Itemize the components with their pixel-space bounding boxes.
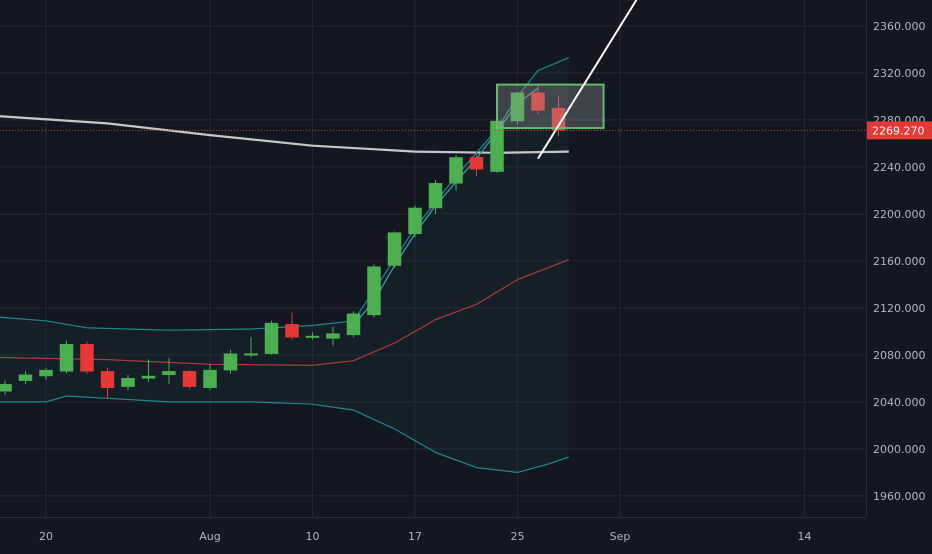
candle[interactable] (141, 359, 156, 382)
time-tick-label: 20 (39, 530, 53, 543)
price-tick-label: 2120.000 (873, 302, 926, 315)
candle[interactable] (39, 367, 53, 380)
candle-body[interactable] (367, 266, 381, 316)
time-tick-label: 25 (511, 530, 525, 543)
drawings-layer[interactable] (0, 0, 866, 160)
candle-body[interactable] (264, 322, 279, 354)
candle-body[interactable] (346, 313, 361, 336)
candle[interactable] (305, 332, 320, 340)
candle-body[interactable] (244, 353, 258, 356)
candle[interactable] (182, 370, 197, 389)
price-tick-label: 2080.000 (873, 349, 926, 362)
candle[interactable] (326, 326, 340, 346)
candle-body[interactable] (469, 157, 484, 170)
price-tick-label: 2040.000 (873, 396, 926, 409)
candle-body[interactable] (223, 353, 238, 371)
candle-body[interactable] (121, 378, 135, 387)
time-tick-label: 17 (408, 530, 422, 543)
time-tick-label: 10 (306, 530, 320, 543)
candle[interactable] (223, 350, 238, 374)
price-tick-label: 2000.000 (873, 443, 926, 456)
candle[interactable] (469, 153, 484, 177)
range-box-drawing[interactable] (496, 83, 605, 130)
candle[interactable] (244, 337, 258, 358)
candle[interactable] (121, 374, 135, 391)
candle[interactable] (80, 341, 94, 374)
candle[interactable] (510, 91, 525, 125)
candle-body[interactable] (326, 333, 340, 339)
candle[interactable] (203, 364, 217, 391)
candle-body[interactable] (408, 207, 422, 235)
candle-body[interactable] (0, 383, 12, 392)
time-axis[interactable] (0, 517, 866, 550)
candle-body[interactable] (387, 232, 402, 266)
price-axis[interactable] (866, 0, 932, 550)
price-tick-label: 2160.000 (873, 255, 926, 268)
lower-band-line (0, 395, 569, 473)
candle-body[interactable] (182, 371, 197, 387)
candle-body[interactable] (203, 369, 217, 388)
candle[interactable] (264, 320, 279, 355)
candle-body[interactable] (162, 371, 176, 376)
candle-body[interactable] (449, 157, 463, 184)
candle-body[interactable] (141, 375, 156, 379)
candle-body[interactable] (305, 335, 320, 338)
candle-body[interactable] (18, 374, 33, 381)
price-tick-label: 2320.000 (873, 67, 926, 80)
candle[interactable] (367, 264, 381, 318)
short-moving-average-line (353, 87, 539, 326)
band-fill (0, 57, 569, 473)
candle-body[interactable] (100, 371, 115, 388)
candle[interactable] (387, 231, 402, 268)
candle[interactable] (408, 205, 422, 238)
price-tick-label: 2240.000 (873, 161, 926, 174)
candle[interactable] (428, 179, 443, 214)
candle-body[interactable] (428, 183, 443, 209)
candle-body[interactable] (39, 369, 53, 377)
last-price-label: 2269.270 (872, 124, 925, 137)
last-price-badge (867, 121, 932, 140)
candle[interactable] (531, 85, 545, 114)
band-fill-layer (0, 57, 569, 473)
candle[interactable] (18, 371, 33, 385)
candle-body[interactable] (510, 92, 525, 122)
middle-band-line (0, 259, 570, 366)
axis-corner (866, 517, 932, 550)
candle[interactable] (0, 380, 12, 395)
candle[interactable] (162, 358, 176, 385)
candle[interactable] (346, 311, 361, 338)
price-tick-label: 1960.000 (873, 490, 926, 503)
candle-body[interactable] (59, 344, 74, 372)
candle-body[interactable] (80, 344, 94, 372)
time-tick-label: 14 (798, 530, 812, 543)
candle-body[interactable] (285, 324, 299, 338)
time-tick-label: Aug (199, 530, 220, 543)
trend-line-drawing[interactable] (537, 0, 638, 160)
price-tick-label: 2360.000 (873, 20, 926, 33)
candle[interactable] (285, 312, 299, 340)
candle[interactable] (100, 367, 115, 399)
candle[interactable] (59, 340, 74, 374)
time-tick-label: Sep (610, 530, 631, 543)
candle-body[interactable] (531, 92, 545, 111)
candles-layer[interactable] (0, 85, 566, 399)
price-tick-label: 2200.000 (873, 208, 926, 221)
grid-layer (0, 0, 866, 517)
candle[interactable] (449, 155, 463, 191)
